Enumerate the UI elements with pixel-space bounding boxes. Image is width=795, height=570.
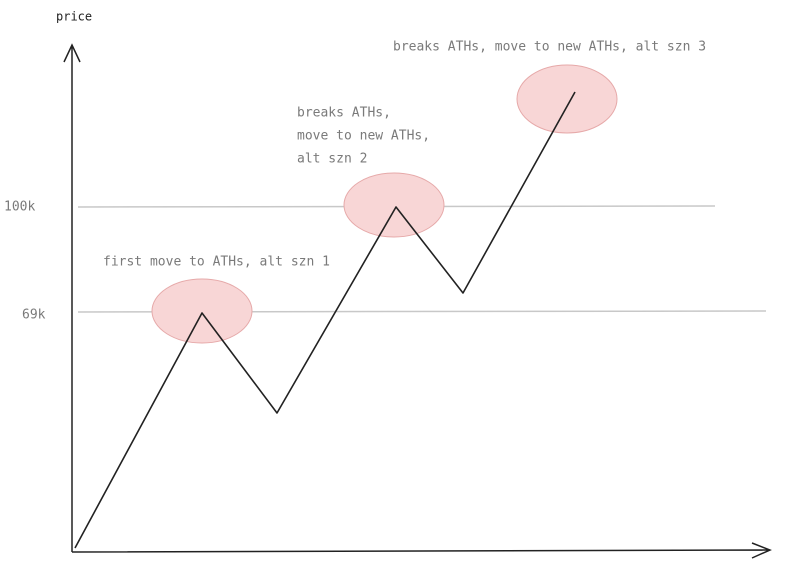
- annotation: breaks ATHs,: [297, 106, 391, 121]
- annotation: first move to ATHs, alt szn 1: [103, 255, 330, 270]
- highlight: [343, 172, 445, 238]
- highlight: [516, 64, 618, 134]
- axis-label: price: [56, 10, 92, 24]
- highlight: [151, 278, 253, 344]
- annotation: alt szn 2: [297, 152, 367, 167]
- x-axis: [71, 542, 772, 559]
- annotation: move to new ATHs,: [297, 129, 430, 144]
- annotation: breaks ATHs, move to new ATHs, alt szn 3: [393, 40, 706, 55]
- level-label: 100k: [4, 200, 35, 215]
- level-label: 69k: [22, 308, 46, 323]
- price-path: [74, 91, 576, 549]
- y-axis: [63, 43, 81, 552]
